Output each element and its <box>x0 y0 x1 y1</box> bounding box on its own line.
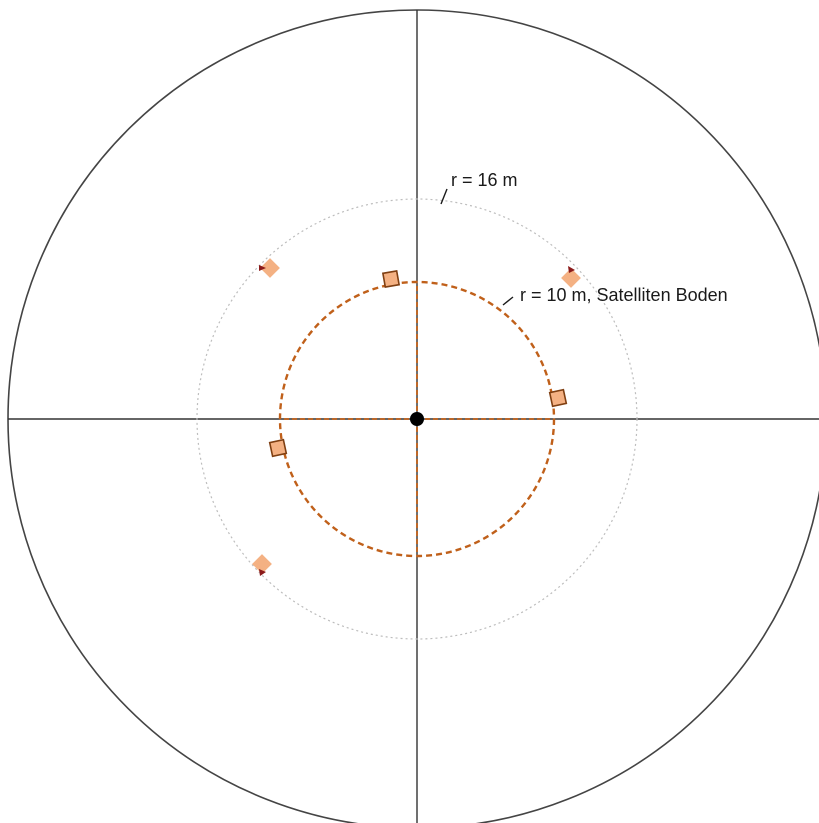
arrow-icon <box>568 266 575 273</box>
arrow-icon <box>259 569 266 576</box>
arrow-icon <box>259 265 266 271</box>
floor-satellite-marker <box>548 388 568 408</box>
radius-10-leader <box>502 296 514 306</box>
radius-16-leader <box>440 188 448 205</box>
radius-16-circle <box>196 198 638 640</box>
radius-10-circle <box>278 280 556 558</box>
center-point <box>410 412 424 426</box>
diamond-marker-upper-left <box>259 258 280 278</box>
floor-satellite-marker <box>268 438 288 458</box>
radius-16-label: r = 16 m <box>451 170 518 190</box>
diamond-marker-upper-right <box>561 266 581 288</box>
diamond-marker-lower-left <box>252 554 272 576</box>
floor-satellite-marker <box>381 269 401 289</box>
radius-10-label: r = 10 m, Satelliten Boden <box>520 285 728 305</box>
